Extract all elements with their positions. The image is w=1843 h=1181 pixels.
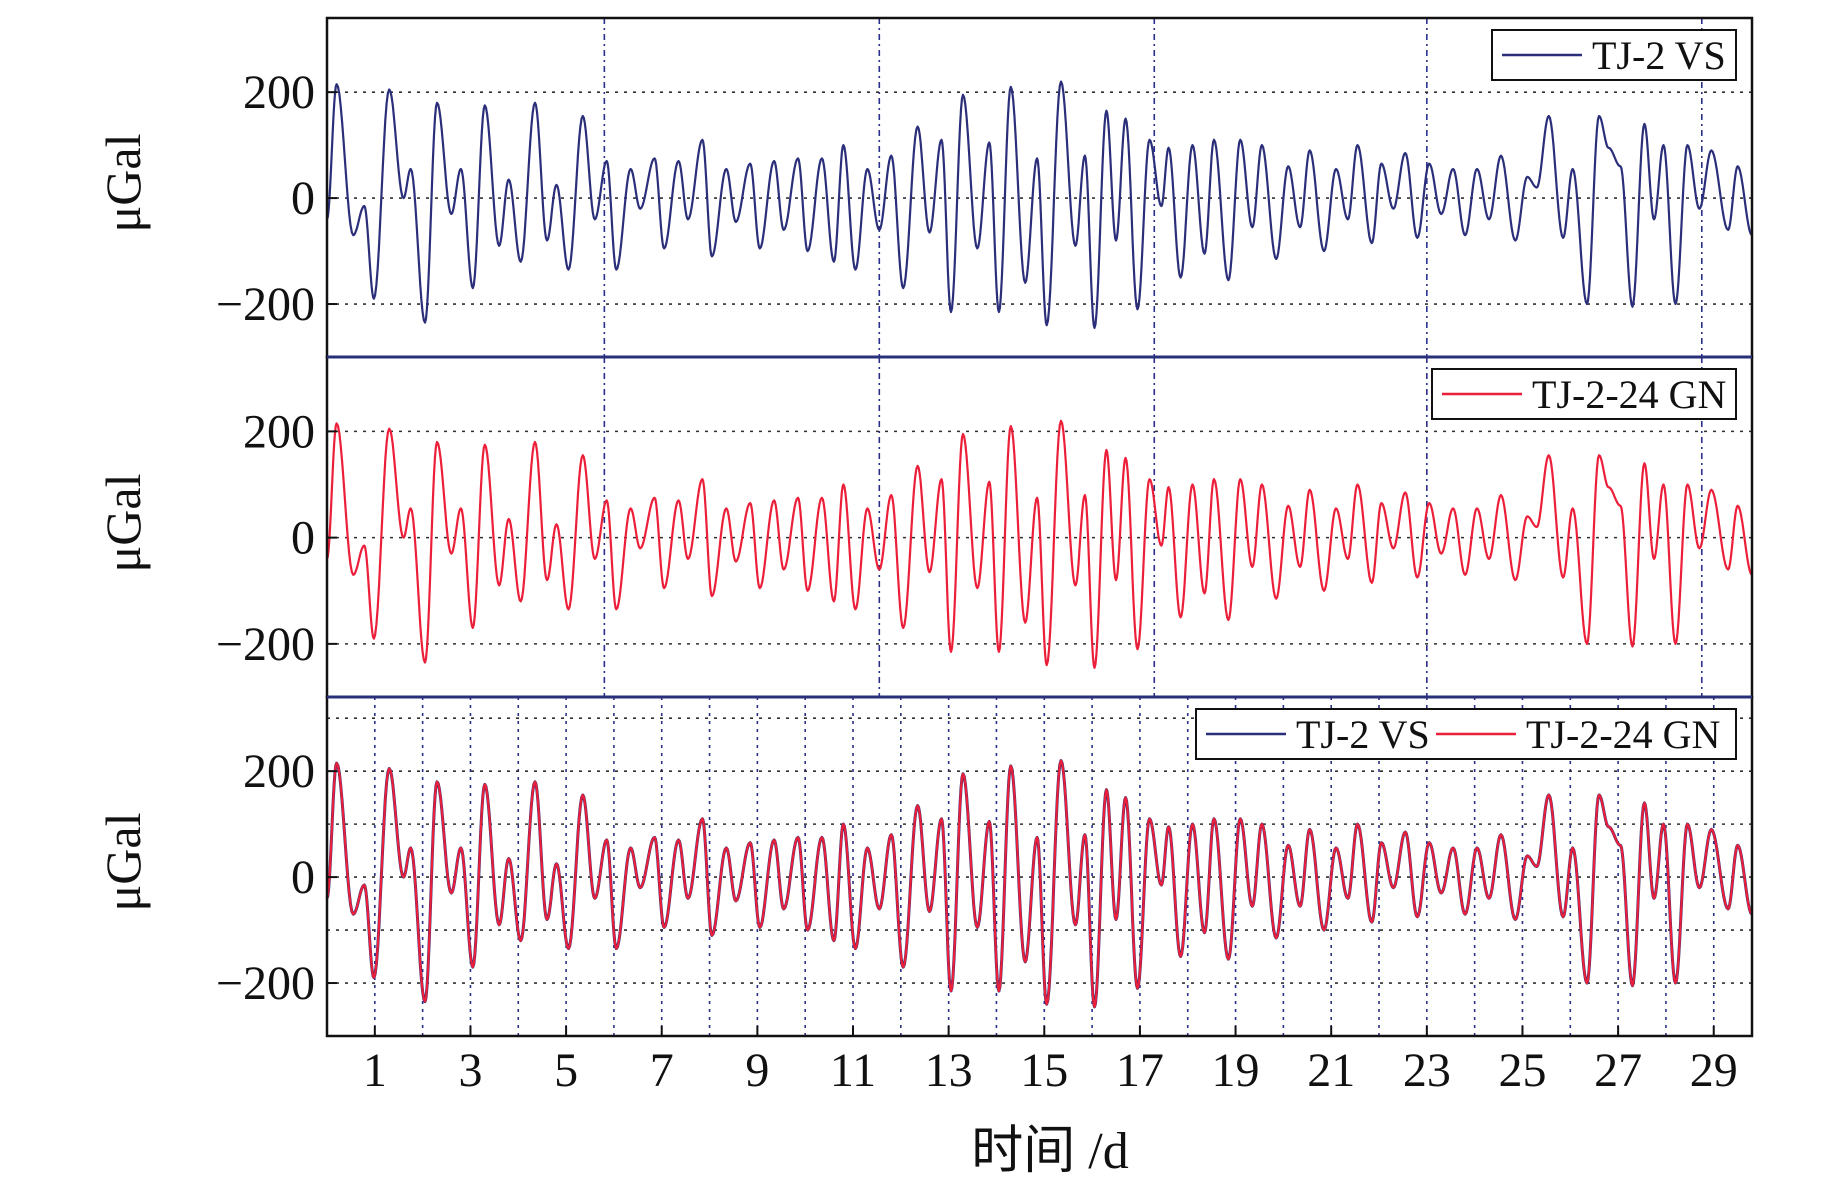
top-ylabel: μGal (95, 134, 151, 233)
legend-label: TJ-2 VS (1592, 33, 1726, 78)
x-tick-label: 23 (1403, 1044, 1451, 1097)
legend: TJ-2-24 GN (1431, 368, 1737, 420)
legend-label: TJ-2 VS (1296, 712, 1430, 757)
y-tick-label: −200 (216, 278, 315, 331)
x-tick-label: 3 (458, 1044, 482, 1097)
series-line-tj-2-24-gn (325, 419, 1753, 669)
top-panel: 200 0 −200 TJ-2 VS (216, 16, 1754, 359)
x-tick-label: 7 (650, 1044, 674, 1097)
bottom-ylabel: μGal (95, 813, 151, 912)
x-tick-label: 17 (1116, 1044, 1164, 1097)
x-tick-label: 15 (1020, 1044, 1068, 1097)
x-tick-label: 25 (1498, 1044, 1546, 1097)
x-tick-label: 19 (1212, 1044, 1260, 1097)
x-tick-label: 1 (363, 1044, 387, 1097)
y-tick-label: 0 (291, 851, 315, 904)
legend: TJ-2 VS (1491, 29, 1737, 81)
x-tick-label: 29 (1690, 1044, 1738, 1097)
x-tick-label: 27 (1594, 1044, 1642, 1097)
x-tick-label: 9 (745, 1044, 769, 1097)
y-tick-label: −200 (216, 618, 315, 671)
legend-label: TJ-2-24 GN (1526, 712, 1720, 757)
y-tick-label: 200 (243, 405, 315, 458)
middle-panel: 200 0 −200 TJ-2-24 GN (216, 355, 1754, 699)
middle-ylabel: μGal (95, 474, 151, 573)
series-line-tj-2-24-gn (325, 759, 1753, 1008)
legend-box (1491, 29, 1737, 81)
x-axis-label: 时间 /d (971, 1123, 1128, 1180)
y-tick-label: 0 (291, 512, 315, 565)
legend: TJ-2 VS TJ-2-24 GN (1195, 708, 1737, 760)
x-tick-label: 13 (925, 1044, 973, 1097)
y-tick-label: −200 (216, 957, 315, 1010)
x-tick-label: 11 (830, 1044, 876, 1097)
y-tick-label: 200 (243, 745, 315, 798)
y-tick-label: 0 (291, 172, 315, 225)
x-tick-label: 5 (554, 1044, 578, 1097)
series-line-tj-2-vs (325, 80, 1753, 329)
y-tick-label: 200 (243, 66, 315, 119)
legend-label: TJ-2-24 GN (1532, 372, 1726, 417)
x-tick-label: 21 (1307, 1044, 1355, 1097)
